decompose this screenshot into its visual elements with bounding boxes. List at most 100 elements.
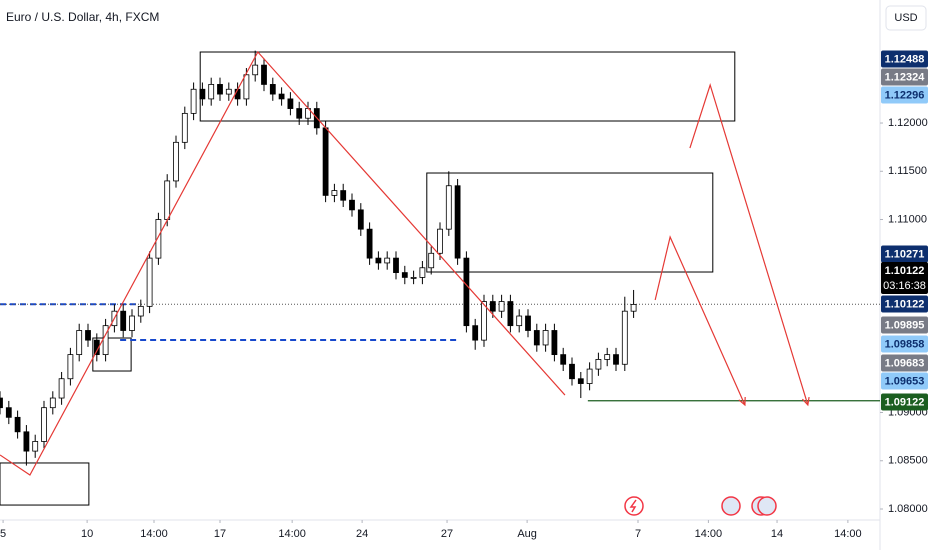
currency-button[interactable] bbox=[885, 5, 927, 31]
candle-body bbox=[542, 330, 549, 346]
candle-body bbox=[349, 199, 355, 211]
zone bbox=[92, 337, 132, 372]
price-label: 1.12296 bbox=[885, 89, 925, 101]
candle-body bbox=[454, 185, 461, 259]
zone bbox=[426, 172, 714, 273]
trend-drawing bbox=[0, 50, 566, 476]
y-tick-label: 1.11000 bbox=[888, 213, 927, 225]
candle-body bbox=[551, 330, 558, 356]
candle-body bbox=[41, 407, 47, 442]
candle-body bbox=[613, 354, 619, 365]
candle-body bbox=[269, 84, 276, 95]
candle-body bbox=[243, 74, 250, 100]
x-tick-label: 10 bbox=[81, 528, 93, 540]
event-icon-bolt bbox=[629, 499, 637, 513]
y-tick-label: 1.08000 bbox=[888, 503, 928, 515]
price-label: 1.09122 bbox=[885, 396, 925, 408]
candle-body bbox=[366, 228, 373, 259]
event-icon[interactable] bbox=[624, 496, 644, 516]
candle-body bbox=[586, 368, 593, 384]
candle-body bbox=[569, 363, 575, 380]
price-label: 1.10122 bbox=[885, 298, 925, 310]
candle-body bbox=[14, 416, 21, 433]
price-label-box bbox=[881, 354, 928, 372]
candle-body bbox=[481, 301, 487, 341]
candle-body bbox=[120, 310, 127, 331]
candle-body bbox=[533, 330, 540, 346]
x-tick-label: 14 bbox=[771, 528, 783, 540]
candle-body bbox=[58, 378, 65, 399]
candle-body bbox=[498, 301, 505, 312]
candle-body bbox=[516, 315, 523, 327]
price-label-box bbox=[881, 50, 928, 68]
chart-title: Euro / U.S. Dollar, 4h, FXCM bbox=[6, 10, 159, 24]
candle-body bbox=[32, 441, 39, 452]
candle-body bbox=[401, 272, 408, 278]
candle-body bbox=[85, 330, 91, 341]
candle-body bbox=[173, 141, 179, 182]
candle-body bbox=[472, 325, 479, 341]
candle-body bbox=[410, 277, 417, 279]
price-label: 1.12488 bbox=[885, 53, 925, 65]
price-label: 1.12324 bbox=[885, 71, 926, 83]
candle-body bbox=[287, 98, 294, 109]
candle-body bbox=[217, 84, 223, 95]
candle-body bbox=[208, 84, 215, 100]
candle-body bbox=[296, 108, 303, 119]
candle-body bbox=[525, 315, 531, 331]
candle-body bbox=[76, 330, 83, 356]
candle-body bbox=[393, 257, 399, 273]
candle-body bbox=[489, 301, 496, 312]
candle-body bbox=[5, 407, 12, 418]
zone bbox=[0, 462, 90, 506]
candle-body bbox=[322, 127, 329, 196]
trend-drawing bbox=[654, 235, 746, 406]
price-label-box bbox=[881, 68, 928, 86]
candle-body bbox=[164, 180, 171, 220]
price-label-box bbox=[881, 262, 928, 294]
candle-body bbox=[181, 112, 188, 143]
candle-body bbox=[428, 252, 435, 269]
candle-body bbox=[0, 397, 3, 409]
candle-body bbox=[49, 397, 56, 409]
candle-body bbox=[419, 267, 426, 278]
price-label: 1.09895 bbox=[885, 319, 925, 331]
candle-body bbox=[261, 64, 267, 85]
y-tick-label: 1.11500 bbox=[888, 165, 927, 177]
candle-body bbox=[67, 354, 74, 380]
candle-body bbox=[630, 304, 637, 312]
price-label-box bbox=[881, 372, 928, 390]
event-icon[interactable] bbox=[757, 496, 777, 516]
x-tick-label: Aug bbox=[517, 528, 537, 540]
x-tick-label: 14:00 bbox=[834, 528, 862, 540]
candle-body bbox=[102, 325, 109, 356]
candle-body bbox=[137, 305, 144, 317]
price-label: 1.10271 bbox=[885, 248, 925, 260]
candle-body bbox=[199, 88, 206, 100]
countdown: 03:16:38 bbox=[883, 280, 926, 292]
currency-label[interactable]: USD bbox=[894, 12, 917, 24]
x-tick-label: 17 bbox=[214, 528, 226, 540]
candle-body bbox=[331, 190, 338, 196]
x-tick-label: 14:00 bbox=[278, 528, 306, 540]
price-label-box bbox=[881, 393, 928, 411]
candle-body bbox=[384, 257, 391, 264]
y-tick-label: 1.08500 bbox=[888, 455, 928, 467]
candle-body bbox=[23, 431, 30, 452]
candle-body bbox=[146, 257, 153, 307]
candle-body bbox=[560, 354, 567, 365]
price-label: 1.09683 bbox=[885, 357, 925, 369]
event-icon[interactable] bbox=[721, 496, 741, 516]
candle-body bbox=[445, 185, 452, 230]
candle-body bbox=[463, 257, 470, 327]
x-tick-label: 24 bbox=[356, 528, 368, 540]
price-label-box bbox=[881, 335, 928, 353]
x-tick-label: 7 bbox=[635, 528, 641, 540]
candle-body bbox=[507, 301, 514, 327]
trend-drawing bbox=[689, 83, 809, 406]
arrow-head bbox=[738, 396, 746, 407]
y-tick-label: 1.12000 bbox=[888, 117, 928, 129]
candle-body bbox=[595, 359, 602, 370]
